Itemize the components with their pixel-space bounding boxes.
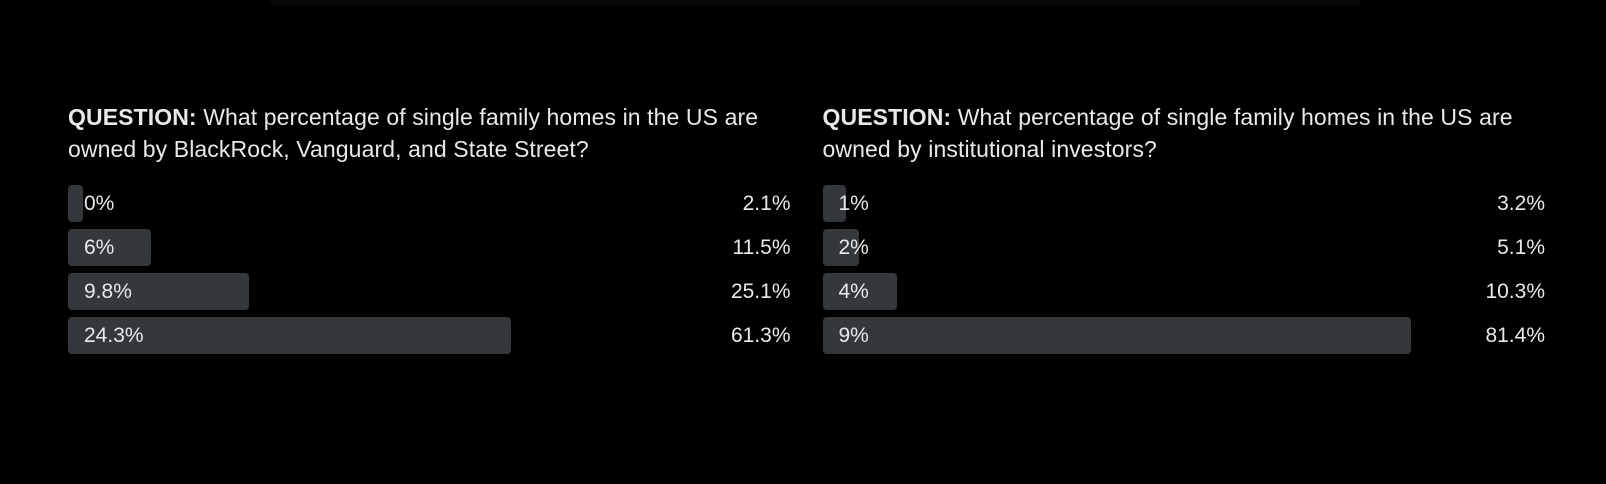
poll-option-row: 9.8% 25.1% xyxy=(68,273,791,310)
poll-option-label: 6% xyxy=(84,235,115,259)
poll-option-label: 0% xyxy=(84,191,115,215)
poll-option-row: 9% 81.4% xyxy=(822,317,1545,354)
poll-option-bar xyxy=(68,229,152,266)
poll-option-vote-share: 2.1% xyxy=(742,191,791,215)
poll-option-vote-share: 25.1% xyxy=(730,279,791,303)
poll-option-row: 0% 2.1% xyxy=(68,185,791,222)
poll-results: 0% 2.1% 6% 11.5% 9.8% 25.1% 24.3% 61.3% xyxy=(68,185,791,354)
poll-option-row: 1% 3.2% xyxy=(822,185,1545,222)
poll-option-vote-share: 81.4% xyxy=(1485,323,1545,347)
polls-container: QUESTION: What percentage of single fami… xyxy=(68,101,1545,354)
poll-results: 1% 3.2% 2% 5.1% 4% 10.3% 9% 81.4% xyxy=(822,185,1545,354)
poll-option-label: 1% xyxy=(838,191,869,215)
poll-option-bar xyxy=(822,229,860,266)
question-prefix-label: QUESTION: xyxy=(822,104,952,130)
poll-option-row: 4% 10.3% xyxy=(822,273,1545,310)
poll-institutional-investors: QUESTION: What percentage of single fami… xyxy=(822,101,1546,354)
poll-option-vote-share: 11.5% xyxy=(732,235,791,259)
poll-option-bar xyxy=(68,273,250,310)
poll-option-label: 24.3% xyxy=(84,323,144,347)
question-text: What percentage of single family homes i… xyxy=(68,104,759,162)
question-prefix-label: QUESTION: xyxy=(68,104,197,130)
poll-option-bar xyxy=(822,273,897,310)
poll-question: QUESTION: What percentage of single fami… xyxy=(68,101,791,165)
poll-option-row: 24.3% 61.3% xyxy=(68,317,791,354)
poll-option-bar xyxy=(822,185,846,222)
poll-option-vote-share: 61.3% xyxy=(730,323,791,347)
poll-option-bar xyxy=(68,185,84,222)
poll-option-row: 6% 11.5% xyxy=(68,229,791,266)
poll-option-bar xyxy=(68,317,511,354)
poll-option-label: 2% xyxy=(838,235,869,259)
poll-question: QUESTION: What percentage of single fami… xyxy=(823,101,1546,165)
poll-option-label: 9% xyxy=(838,323,869,347)
question-text: What percentage of single family homes i… xyxy=(822,104,1513,162)
poll-option-vote-share: 10.3% xyxy=(1485,279,1545,303)
poll-option-row: 2% 5.1% xyxy=(822,229,1545,266)
poll-blackrock-vanguard-statestreet: QUESTION: What percentage of single fami… xyxy=(68,101,791,354)
poll-option-vote-share: 3.2% xyxy=(1497,191,1545,215)
poll-option-label: 4% xyxy=(838,279,869,303)
poll-option-bar xyxy=(822,317,1411,354)
poll-option-vote-share: 5.1% xyxy=(1497,235,1545,259)
top-edge-artifact xyxy=(270,0,1360,5)
poll-option-label: 9.8% xyxy=(84,279,132,303)
